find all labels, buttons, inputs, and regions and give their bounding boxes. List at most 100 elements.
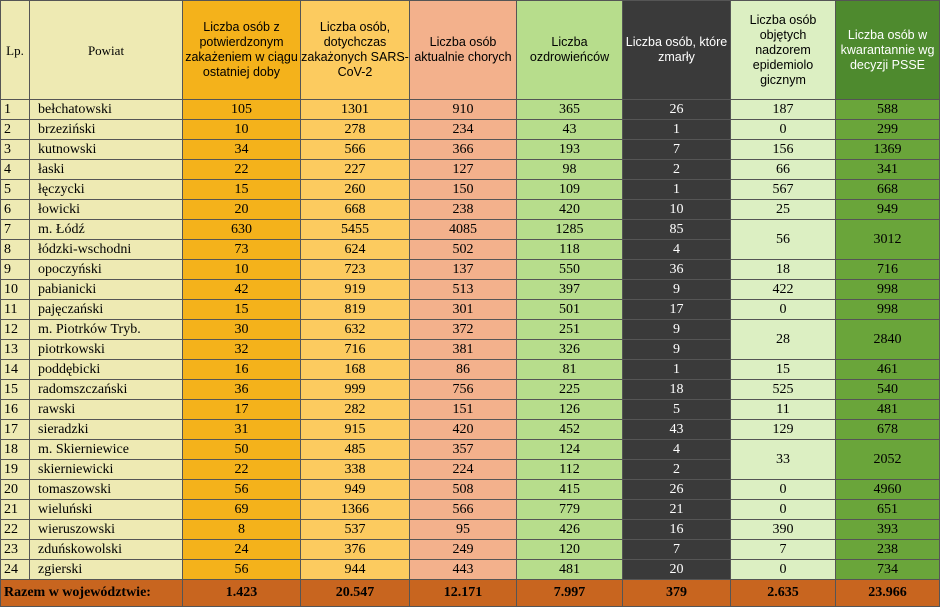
cell-lp: 4 bbox=[0, 159, 30, 180]
cell-deaths: 21 bbox=[622, 499, 731, 520]
cell-quarantine: 998 bbox=[835, 279, 940, 300]
cell-total-cases: 819 bbox=[300, 299, 410, 320]
cell-recovered: 397 bbox=[516, 279, 623, 300]
header-deaths: Liczba osób, które zmarły bbox=[622, 0, 731, 100]
cell-deaths: 17 bbox=[622, 299, 731, 320]
cell-lp: 8 bbox=[0, 239, 30, 260]
cell-supervision: 129 bbox=[730, 419, 836, 440]
cell-lp: 13 bbox=[0, 339, 30, 360]
cell-total-cases: 278 bbox=[300, 119, 410, 140]
cell-supervision: 7 bbox=[730, 539, 836, 560]
cell-new-cases: 22 bbox=[182, 459, 301, 480]
table-row: 3 kutnowski 34 566 366 193 7 156 1369 bbox=[0, 139, 940, 160]
cell-quarantine: 341 bbox=[835, 159, 940, 180]
cell-quarantine: 540 bbox=[835, 379, 940, 400]
cell-total-cases: 949 bbox=[300, 479, 410, 500]
table-row: 20 tomaszowski 56 949 508 415 26 0 4960 bbox=[0, 479, 940, 500]
cell-total-cases: 915 bbox=[300, 419, 410, 440]
table-row: 23 zduńskowolski 24 376 249 120 7 7 238 bbox=[0, 539, 940, 560]
cell-recovered: 124 bbox=[516, 439, 623, 460]
cell-recovered: 193 bbox=[516, 139, 623, 160]
cell-recovered: 481 bbox=[516, 559, 623, 580]
table-row: 17 sieradzki 31 915 420 452 43 129 678 bbox=[0, 419, 940, 440]
cell-deaths: 43 bbox=[622, 419, 731, 440]
cell-powiat: wieluński bbox=[29, 499, 183, 520]
cell-deaths: 36 bbox=[622, 259, 731, 280]
cell-currently-ill: 301 bbox=[409, 299, 517, 320]
cell-lp: 24 bbox=[0, 559, 30, 580]
cell-deaths: 4 bbox=[622, 439, 731, 460]
cell-total-cases: 668 bbox=[300, 199, 410, 220]
cell-supervision: 567 bbox=[730, 179, 836, 200]
cell-recovered: 420 bbox=[516, 199, 623, 220]
table-row: 10 pabianicki 42 919 513 397 9 422 998 bbox=[0, 279, 940, 300]
cell-recovered: 779 bbox=[516, 499, 623, 520]
cell-currently-ill: 249 bbox=[409, 539, 517, 560]
header-supervision: Liczba osób objętych nadzorem epidemiolo… bbox=[730, 0, 836, 100]
cell-powiat: łowicki bbox=[29, 199, 183, 220]
cell-recovered: 251 bbox=[516, 319, 623, 340]
cell-quarantine: 481 bbox=[835, 399, 940, 420]
cell-lp: 18 bbox=[0, 439, 30, 460]
table-row: 16 rawski 17 282 151 126 5 11 481 bbox=[0, 399, 940, 420]
cell-lp: 6 bbox=[0, 199, 30, 220]
cell-total-cases: 624 bbox=[300, 239, 410, 260]
cell-recovered: 550 bbox=[516, 259, 623, 280]
cell-deaths: 9 bbox=[622, 279, 731, 300]
cell-lp: 22 bbox=[0, 519, 30, 540]
cell-new-cases: 32 bbox=[182, 339, 301, 360]
cell-new-cases: 10 bbox=[182, 119, 301, 140]
cell-lp: 9 bbox=[0, 259, 30, 280]
totals-new-cases: 1.423 bbox=[182, 579, 301, 607]
cell-total-cases: 168 bbox=[300, 359, 410, 380]
cell-currently-ill: 357 bbox=[409, 439, 517, 460]
cell-total-cases: 632 bbox=[300, 319, 410, 340]
cell-powiat: kutnowski bbox=[29, 139, 183, 160]
cell-currently-ill: 234 bbox=[409, 119, 517, 140]
table-row: 11 pajęczański 15 819 301 501 17 0 998 bbox=[0, 299, 940, 320]
totals-deaths: 379 bbox=[622, 579, 731, 607]
cell-new-cases: 31 bbox=[182, 419, 301, 440]
table-row: 15 radomszczański 36 999 756 225 18 525 540 bbox=[0, 379, 940, 400]
cell-new-cases: 10 bbox=[182, 259, 301, 280]
totals-quarantine: 23.966 bbox=[835, 579, 940, 607]
cell-currently-ill: 756 bbox=[409, 379, 517, 400]
cell-deaths: 5 bbox=[622, 399, 731, 420]
cell-supervision: 0 bbox=[730, 499, 836, 520]
header-lp: Lp. bbox=[0, 0, 30, 100]
cell-quarantine: 2840 bbox=[835, 319, 940, 360]
cell-powiat: m. Skierniewice bbox=[29, 439, 183, 460]
cell-powiat: pajęczański bbox=[29, 299, 183, 320]
totals-recovered: 7.997 bbox=[516, 579, 623, 607]
cell-quarantine: 2052 bbox=[835, 439, 940, 480]
table-row: 8 łódzki-wschodni 73 624 502 118 4 bbox=[0, 239, 940, 260]
table-row: 21 wieluński 69 1366 566 779 21 0 651 bbox=[0, 499, 940, 520]
table-row: 2 brzeziński 10 278 234 43 1 0 299 bbox=[0, 119, 940, 140]
cell-lp: 14 bbox=[0, 359, 30, 380]
cell-new-cases: 42 bbox=[182, 279, 301, 300]
cell-recovered: 1285 bbox=[516, 219, 623, 240]
cell-total-cases: 1366 bbox=[300, 499, 410, 520]
cell-recovered: 109 bbox=[516, 179, 623, 200]
cell-new-cases: 73 bbox=[182, 239, 301, 260]
cell-total-cases: 338 bbox=[300, 459, 410, 480]
cell-deaths: 7 bbox=[622, 139, 731, 160]
cell-currently-ill: 95 bbox=[409, 519, 517, 540]
cell-lp: 1 bbox=[0, 99, 30, 120]
cell-currently-ill: 443 bbox=[409, 559, 517, 580]
cell-quarantine: 949 bbox=[835, 199, 940, 220]
cell-lp: 12 bbox=[0, 319, 30, 340]
cell-deaths: 9 bbox=[622, 339, 731, 360]
cell-deaths: 85 bbox=[622, 219, 731, 240]
cell-total-cases: 485 bbox=[300, 439, 410, 460]
cell-total-cases: 566 bbox=[300, 139, 410, 160]
cell-new-cases: 30 bbox=[182, 319, 301, 340]
cell-powiat: radomszczański bbox=[29, 379, 183, 400]
cell-currently-ill: 508 bbox=[409, 479, 517, 500]
cell-quarantine: 4960 bbox=[835, 479, 940, 500]
cell-total-cases: 1301 bbox=[300, 99, 410, 120]
cell-currently-ill: 513 bbox=[409, 279, 517, 300]
table-row: 6 łowicki 20 668 238 420 10 25 949 bbox=[0, 199, 940, 220]
cell-total-cases: 282 bbox=[300, 399, 410, 420]
